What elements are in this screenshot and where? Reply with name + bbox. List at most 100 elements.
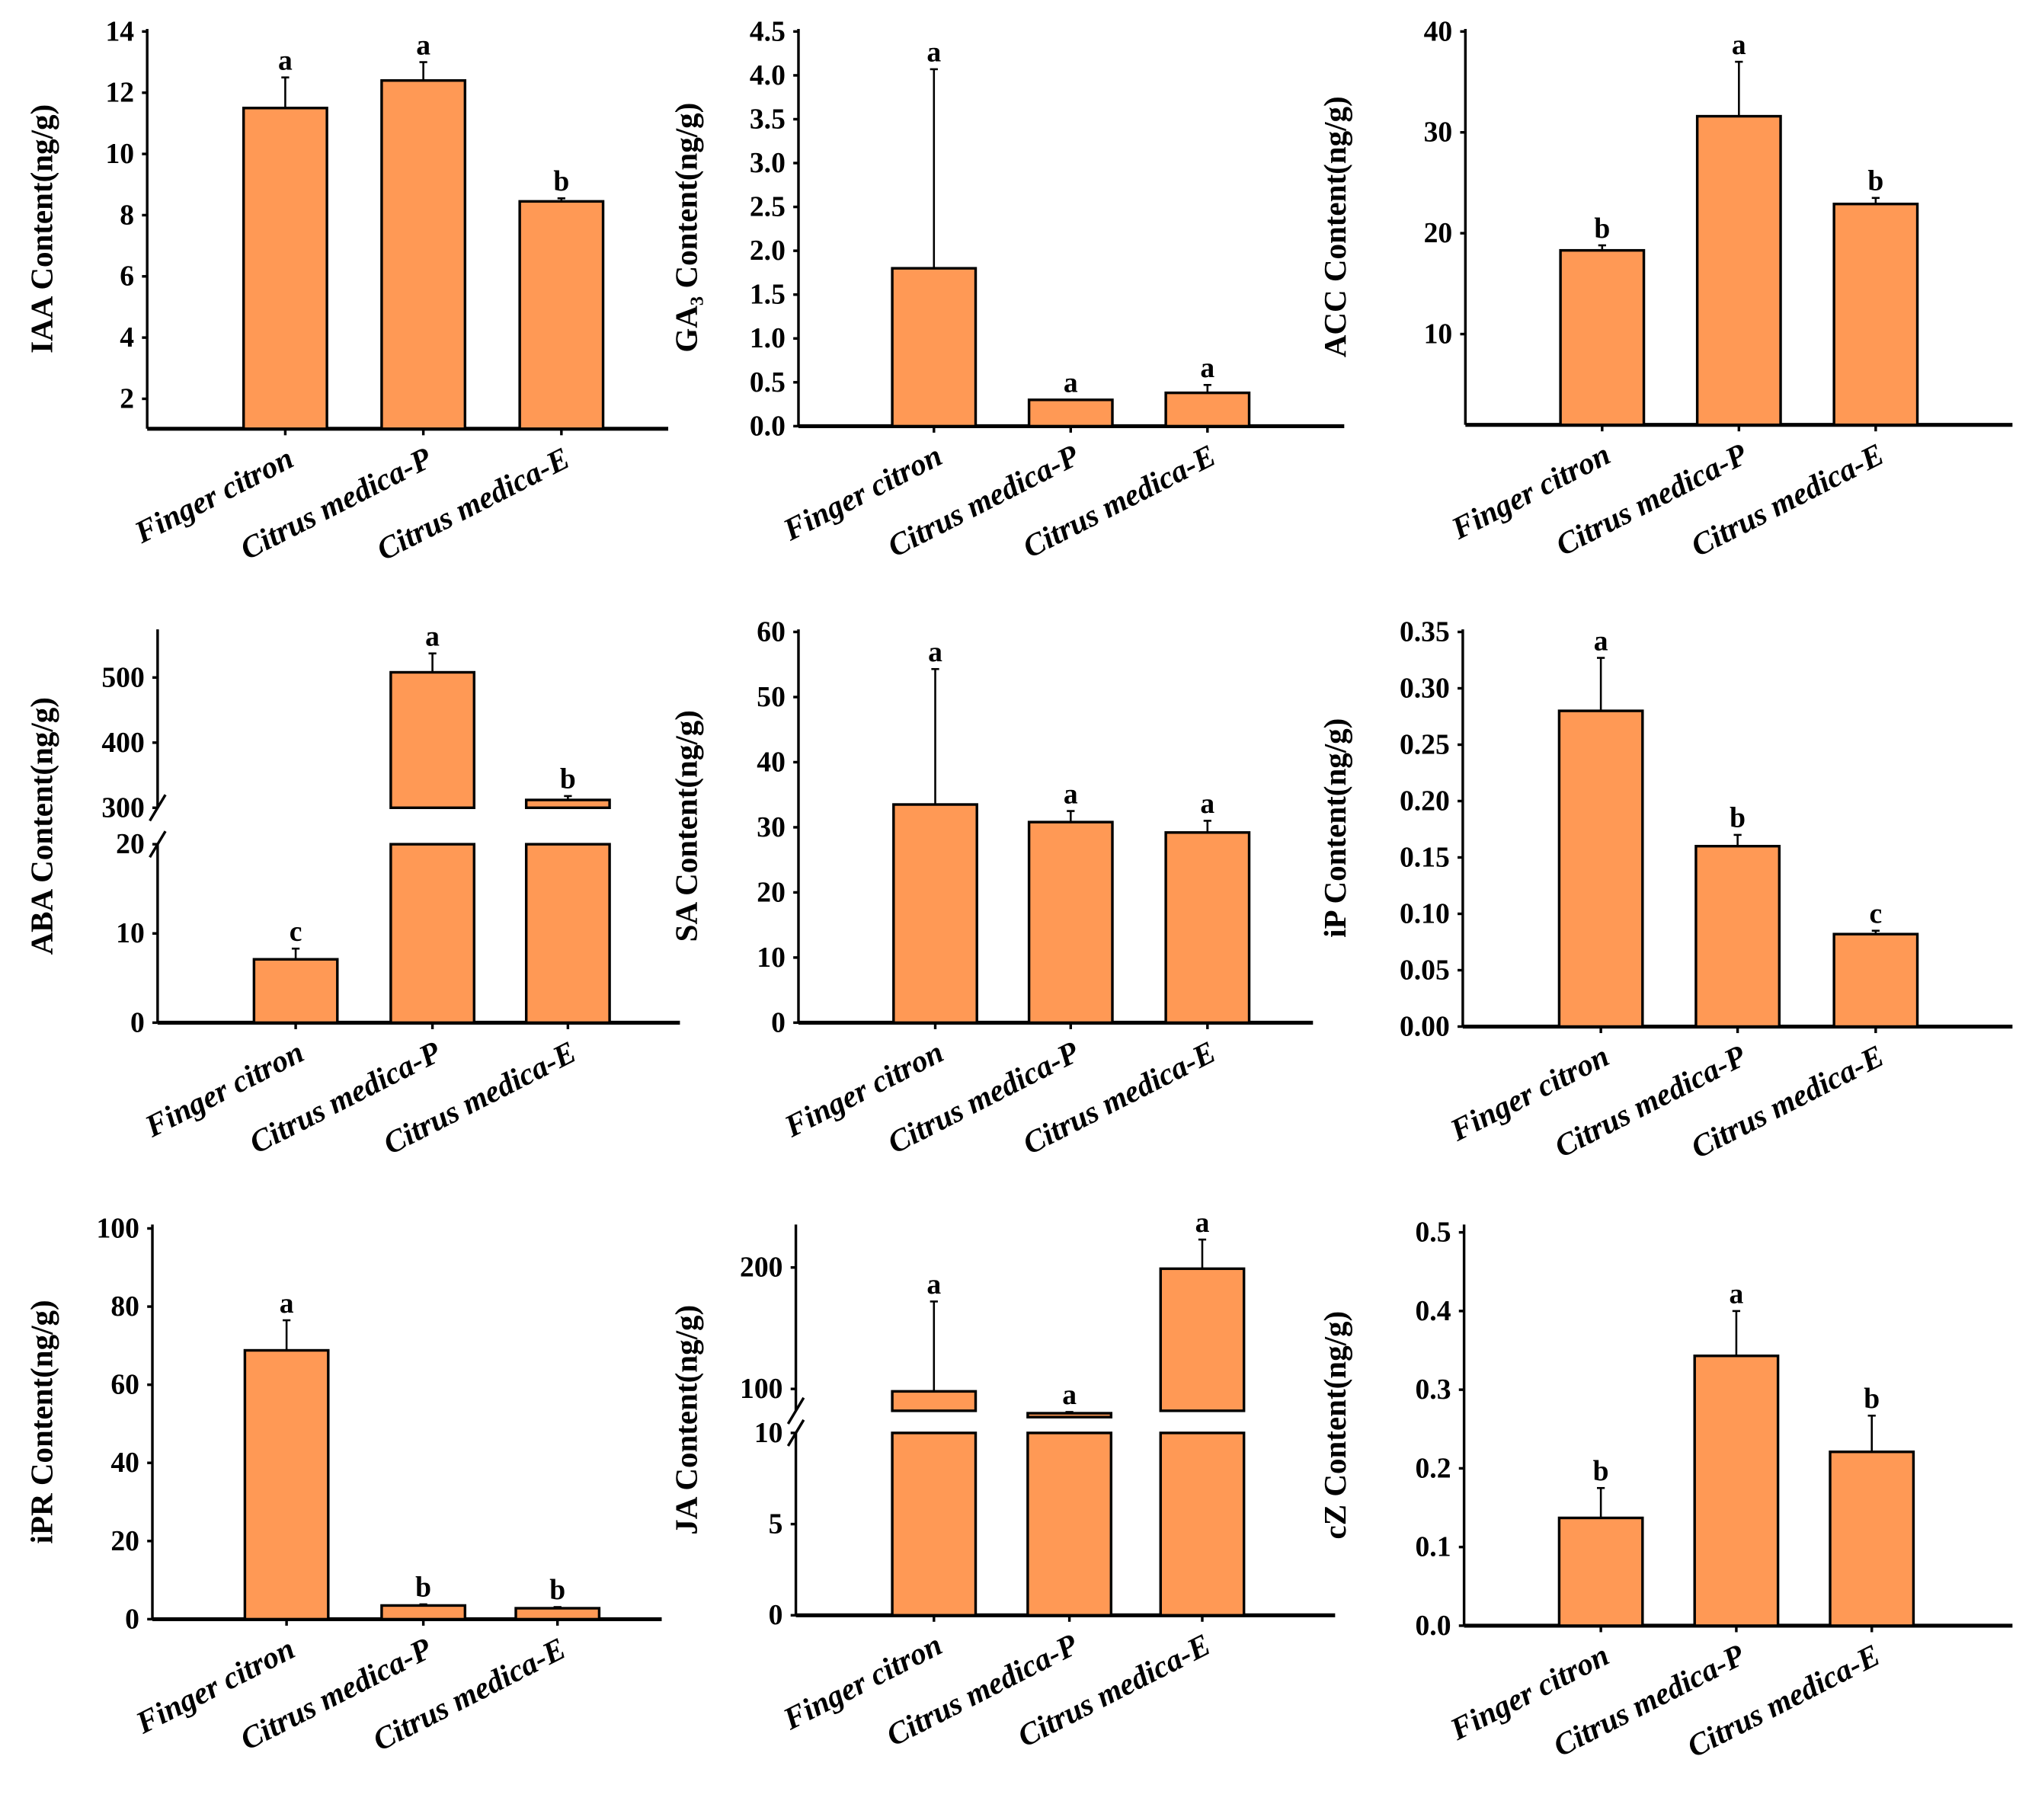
y-tick-label: 0 <box>771 1006 786 1038</box>
bar-1 <box>380 1604 467 1621</box>
bar-lower-1 <box>1026 1431 1113 1617</box>
significance-letter: c <box>1869 897 1882 929</box>
y-tick-label: 0 <box>769 1599 783 1631</box>
bar-upper-0 <box>891 1390 978 1412</box>
y-tick-label: 0.35 <box>1400 616 1450 648</box>
y-tick-label: 10 <box>105 138 134 170</box>
bar-2 <box>1832 932 1919 1028</box>
y-tick-label: 30 <box>1424 117 1453 149</box>
bar-1 <box>380 78 467 430</box>
bar-lower-0 <box>891 1431 978 1617</box>
significance-letter: b <box>1867 165 1883 197</box>
bar-0 <box>252 958 339 1025</box>
y-tick-label: 40 <box>1424 15 1453 47</box>
significance-letter: b <box>1594 213 1610 245</box>
significance-letter: a <box>928 636 942 668</box>
significance-letter: a <box>280 1287 294 1319</box>
y-tick-label: 80 <box>110 1291 139 1323</box>
y-tick-label: 3.0 <box>750 147 786 179</box>
significance-letter: b <box>1593 1455 1609 1487</box>
bar-1 <box>1027 820 1114 1025</box>
significance-letter: a <box>1200 788 1214 820</box>
y-tick-label: 0.00 <box>1400 1010 1450 1042</box>
y-tick-label: 30 <box>757 811 786 843</box>
y-tick-label: 0.1 <box>1415 1531 1451 1563</box>
y-tick-label: 20 <box>1424 217 1453 249</box>
significance-letter: b <box>1864 1383 1880 1415</box>
y-tick-label: 1.0 <box>750 322 786 354</box>
y-tick-label: 20 <box>757 876 786 908</box>
significance-letter: b <box>1730 802 1746 834</box>
y-tick-label: 3.5 <box>750 103 786 135</box>
significance-letter: a <box>278 44 293 76</box>
significance-letter: a <box>926 1268 941 1300</box>
bar-0 <box>891 267 978 428</box>
bar-lower-2 <box>1159 1431 1246 1617</box>
y-axis-label: GA₃ Content(ng/g) <box>669 103 704 353</box>
bar-2 <box>1829 1451 1915 1627</box>
significance-letter: a <box>1732 29 1746 61</box>
y-tick-label: 10 <box>757 942 786 974</box>
y-tick-label: 50 <box>757 681 786 713</box>
y-tick-label: 500 <box>101 661 144 693</box>
y-tick-label: 2.5 <box>750 191 786 223</box>
bar-upper-1 <box>1026 1412 1113 1419</box>
y-tick-label: 0 <box>125 1603 139 1635</box>
bar-2 <box>1164 391 1251 428</box>
y-tick-label: 1.5 <box>750 279 786 311</box>
bar-upper-2 <box>1159 1267 1246 1412</box>
significance-letter: a <box>425 620 440 652</box>
y-tick-label: 0.5 <box>750 366 786 398</box>
y-tick-label: 0.2 <box>1415 1452 1451 1484</box>
significance-letter: a <box>1730 1278 1744 1310</box>
y-tick-label: 0.3 <box>1415 1374 1451 1406</box>
chart-panel-ip: 0.00 0.05 0.10 0.15 0.20 0.25 0.30 0.35 iP Conte… <box>1317 616 2013 1165</box>
bar-lower-1 <box>389 843 476 1025</box>
y-axis-label: SA Content(ng/g) <box>669 710 704 942</box>
bar-1 <box>1693 1355 1780 1627</box>
significance-letter: a <box>1594 625 1608 657</box>
bar-1 <box>1027 398 1114 428</box>
y-tick-label: 6 <box>120 261 134 293</box>
y-tick-label: 100 <box>740 1373 782 1405</box>
bar-2 <box>518 200 605 430</box>
y-tick-label: 10 <box>754 1417 783 1449</box>
y-axis-label: iP Content(ng/g) <box>1317 718 1352 938</box>
y-tick-label: 200 <box>740 1252 782 1284</box>
y-tick-label: 2.0 <box>750 235 786 267</box>
y-tick-label: 0.30 <box>1400 672 1450 704</box>
y-tick-label: 0.0 <box>1415 1610 1451 1642</box>
bar-upper-1 <box>389 670 476 810</box>
y-tick-label: 14 <box>105 15 134 47</box>
significance-letter: b <box>415 1572 431 1604</box>
y-tick-label: 20 <box>116 828 145 860</box>
y-tick-label: 0.10 <box>1400 897 1450 929</box>
significance-letter: c <box>290 916 302 948</box>
y-tick-label: 4.5 <box>750 15 786 47</box>
y-tick-label: 40 <box>757 746 786 778</box>
bar-0 <box>892 803 978 1025</box>
y-tick-label: 0.0 <box>750 410 786 442</box>
significance-letter: a <box>1062 1379 1077 1411</box>
y-axis-label: ACC Content(ng/g) <box>1317 96 1352 357</box>
y-tick-label: 5 <box>769 1508 783 1540</box>
y-axis-label: iPR Content(ng/g) <box>24 1300 59 1543</box>
significance-letter: b <box>553 165 569 197</box>
y-tick-label: 400 <box>101 727 144 759</box>
y-tick-label: 0.25 <box>1400 728 1450 760</box>
y-tick-label: 0.20 <box>1400 785 1450 817</box>
y-tick-label: 300 <box>101 792 144 824</box>
bar-0 <box>243 1348 330 1621</box>
bar-0 <box>1557 709 1644 1028</box>
y-tick-label: 60 <box>110 1369 139 1401</box>
y-tick-label: 8 <box>120 199 134 231</box>
y-tick-label: 2 <box>120 382 134 414</box>
y-tick-label: 0.5 <box>1415 1217 1451 1249</box>
y-tick-label: 20 <box>110 1525 139 1557</box>
bar-0 <box>1557 1516 1644 1627</box>
significance-letter: a <box>1200 352 1214 384</box>
